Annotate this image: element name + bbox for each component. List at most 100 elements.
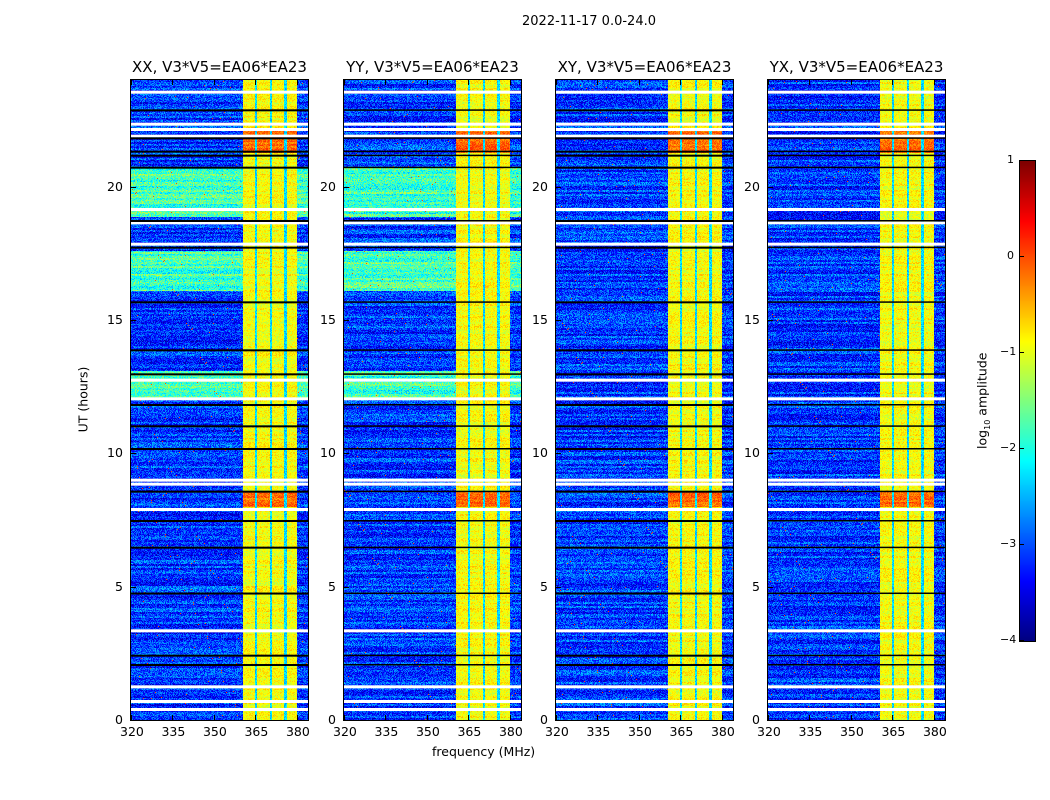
x-tick-mark — [680, 80, 682, 85]
x-tick-mark — [344, 715, 345, 720]
x-tick-label: 380 — [285, 724, 310, 739]
y-tick-mark — [344, 586, 349, 588]
y-tick-mark — [131, 720, 136, 721]
x-tick-mark — [850, 715, 852, 720]
x-tick-mark — [509, 80, 511, 85]
y-tick-mark — [131, 453, 136, 455]
y-tick-mark — [768, 586, 773, 588]
colorbar-tick-label: −3 — [1000, 537, 1017, 550]
x-tick-mark — [385, 80, 387, 85]
colorbar-label-tail: amplitude — [974, 352, 990, 420]
x-tick-mark — [213, 80, 215, 85]
x-tick-mark — [850, 80, 852, 85]
y-tick-mark — [344, 720, 349, 721]
x-tick-mark — [344, 80, 345, 85]
y-tick-label: 0 — [752, 712, 760, 727]
y-tick-mark — [344, 186, 349, 188]
x-tick-mark — [768, 715, 769, 720]
panel-title: XX, V3*V5=EA06*EA23 — [132, 58, 307, 76]
y-tick-label: 10 — [320, 445, 336, 461]
y-tick-mark — [768, 720, 773, 721]
x-tick-label: 335 — [586, 724, 611, 739]
colorbar-label-sub: 10 — [982, 419, 992, 430]
y-tick-label: 5 — [115, 578, 123, 594]
figure-title: 2022-11-17 0.0-24.0 — [522, 14, 656, 29]
colorbar-tick-mark — [1020, 640, 1024, 641]
x-tick-label: 350 — [627, 724, 652, 739]
y-axis-label: UT (hours) — [75, 366, 91, 433]
x-tick-mark — [296, 80, 298, 85]
x-tick-mark — [255, 715, 257, 720]
colorbar-tick-label: −2 — [1000, 441, 1017, 454]
x-tick-mark — [255, 80, 257, 85]
x-tick-mark — [768, 80, 769, 85]
x-tick-mark — [680, 715, 682, 720]
y-tick-label: 15 — [320, 312, 336, 327]
x-tick-label: 320 — [120, 724, 144, 739]
x-tick-label: 320 — [333, 724, 357, 739]
y-tick-label: 10 — [107, 445, 123, 461]
x-tick-mark — [721, 80, 723, 85]
x-tick-label: 365 — [244, 724, 269, 739]
x-tick-mark — [721, 715, 723, 720]
x-tick-mark — [638, 80, 640, 85]
colorbar-tick-mark — [1020, 448, 1024, 449]
colorbar-label-main: log — [974, 429, 990, 449]
x-tick-mark — [556, 80, 557, 85]
x-tick-label: 380 — [922, 724, 947, 739]
y-tick-label: 0 — [115, 712, 123, 727]
x-tick-mark — [172, 80, 174, 85]
colorbar-tick-label: 1 — [1007, 153, 1014, 166]
spectrogram-yx — [767, 79, 946, 721]
x-tick-label: 350 — [839, 724, 864, 739]
x-tick-label: 350 — [202, 724, 227, 739]
y-tick-mark — [768, 186, 773, 188]
x-tick-mark — [933, 715, 935, 720]
x-tick-label: 380 — [498, 724, 523, 739]
x-tick-mark — [468, 715, 470, 720]
x-tick-mark — [809, 80, 811, 85]
spectrogram-xx — [130, 79, 309, 721]
colorbar-label: log10 amplitude — [974, 353, 992, 449]
x-tick-mark — [385, 715, 387, 720]
x-tick-mark — [892, 80, 894, 85]
y-tick-label: 15 — [744, 312, 760, 327]
spectrogram-xy — [555, 79, 734, 721]
y-tick-label: 20 — [107, 178, 123, 194]
x-tick-mark — [892, 715, 894, 720]
panel-title: XY, V3*V5=EA06*EA23 — [557, 58, 732, 76]
x-tick-label: 320 — [757, 724, 781, 739]
colorbar-tick-mark — [1020, 160, 1024, 161]
y-tick-mark — [344, 320, 349, 321]
colorbar-tick-mark — [1020, 256, 1024, 257]
x-tick-label: 365 — [669, 724, 694, 739]
y-tick-mark — [556, 186, 561, 188]
x-tick-label: 320 — [545, 724, 569, 739]
x-tick-label: 365 — [881, 724, 906, 739]
y-tick-mark — [344, 453, 349, 455]
y-tick-mark — [131, 586, 136, 588]
y-tick-label: 10 — [532, 445, 548, 461]
y-tick-label: 5 — [540, 578, 548, 594]
y-tick-mark — [556, 720, 561, 721]
y-tick-mark — [131, 186, 136, 188]
x-tick-mark — [809, 715, 811, 720]
x-tick-label: 350 — [415, 724, 440, 739]
x-tick-label: 335 — [798, 724, 823, 739]
y-tick-label: 20 — [532, 178, 548, 194]
x-tick-label: 335 — [374, 724, 399, 739]
colorbar-tick-mark — [1020, 544, 1024, 545]
y-tick-label: 15 — [107, 312, 123, 327]
x-tick-mark — [172, 715, 174, 720]
colorbar-tick-mark — [1020, 352, 1024, 353]
y-tick-mark — [768, 320, 773, 321]
x-tick-mark — [426, 715, 428, 720]
x-axis-label: frequency (MHz) — [432, 744, 536, 759]
y-tick-label: 0 — [328, 712, 336, 727]
y-tick-label: 10 — [744, 445, 760, 461]
x-tick-mark — [296, 715, 298, 720]
x-tick-mark — [131, 715, 132, 720]
colorbar — [1019, 160, 1036, 642]
x-tick-mark — [509, 715, 511, 720]
x-tick-label: 380 — [710, 724, 735, 739]
